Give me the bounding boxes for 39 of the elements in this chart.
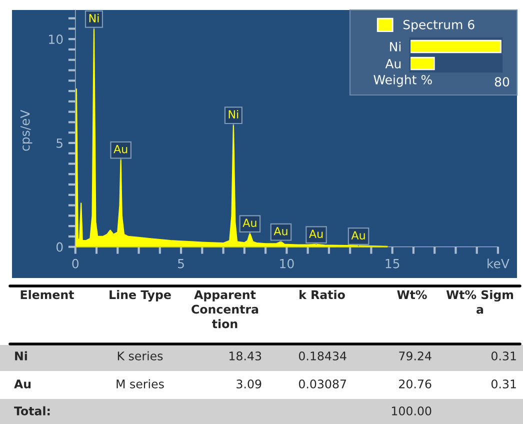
y-axis-title: cps/eV: [20, 110, 32, 151]
text: Au: [14, 380, 31, 388]
text: Total:: [14, 406, 50, 416]
text: K series: [118, 351, 163, 360]
text: Element: [20, 290, 74, 300]
x-tick-label: 10: [280, 258, 294, 268]
annotation: Au: [274, 227, 288, 236]
annotation: Ni: [228, 110, 238, 118]
annotation: Ni: [89, 14, 99, 22]
text: 18.43: [230, 351, 262, 360]
annotation: Au: [351, 231, 365, 240]
x-tick-label: 0: [72, 258, 79, 268]
text: k Ratio: [300, 290, 345, 300]
text: 100.00: [392, 406, 432, 416]
text: Line Type: [110, 290, 171, 302]
text: 0.31: [491, 379, 516, 388]
annotation: Au: [242, 218, 256, 228]
text: Apparent Concentra tion: [192, 290, 258, 328]
y-tick-label: 0: [56, 242, 63, 252]
text: 0.31: [491, 351, 516, 360]
y-tick-label: 5: [56, 138, 62, 148]
x-tick-label: keV: [488, 258, 510, 268]
y-tick-label: 10: [49, 34, 63, 44]
x-tick-label: 5: [178, 259, 184, 268]
text: Wt%: [397, 290, 427, 300]
text: M series: [116, 379, 164, 388]
text: Ni: [15, 351, 27, 360]
x-tick-label: 80: [494, 77, 510, 87]
annotation: Au: [114, 145, 128, 154]
x-axis-title: Weight %: [374, 74, 432, 87]
text: 0.03087: [298, 379, 346, 388]
annotation: Au: [309, 230, 323, 238]
x-tick-label: 15: [386, 259, 400, 268]
legend-label: Spectrum 6: [403, 20, 474, 32]
text: 79.24: [399, 351, 432, 360]
text: 20.76: [399, 379, 432, 388]
text: 3.09: [236, 379, 262, 388]
text: 0.18434: [298, 351, 346, 360]
text: Wt% Sigm a: [446, 290, 514, 314]
